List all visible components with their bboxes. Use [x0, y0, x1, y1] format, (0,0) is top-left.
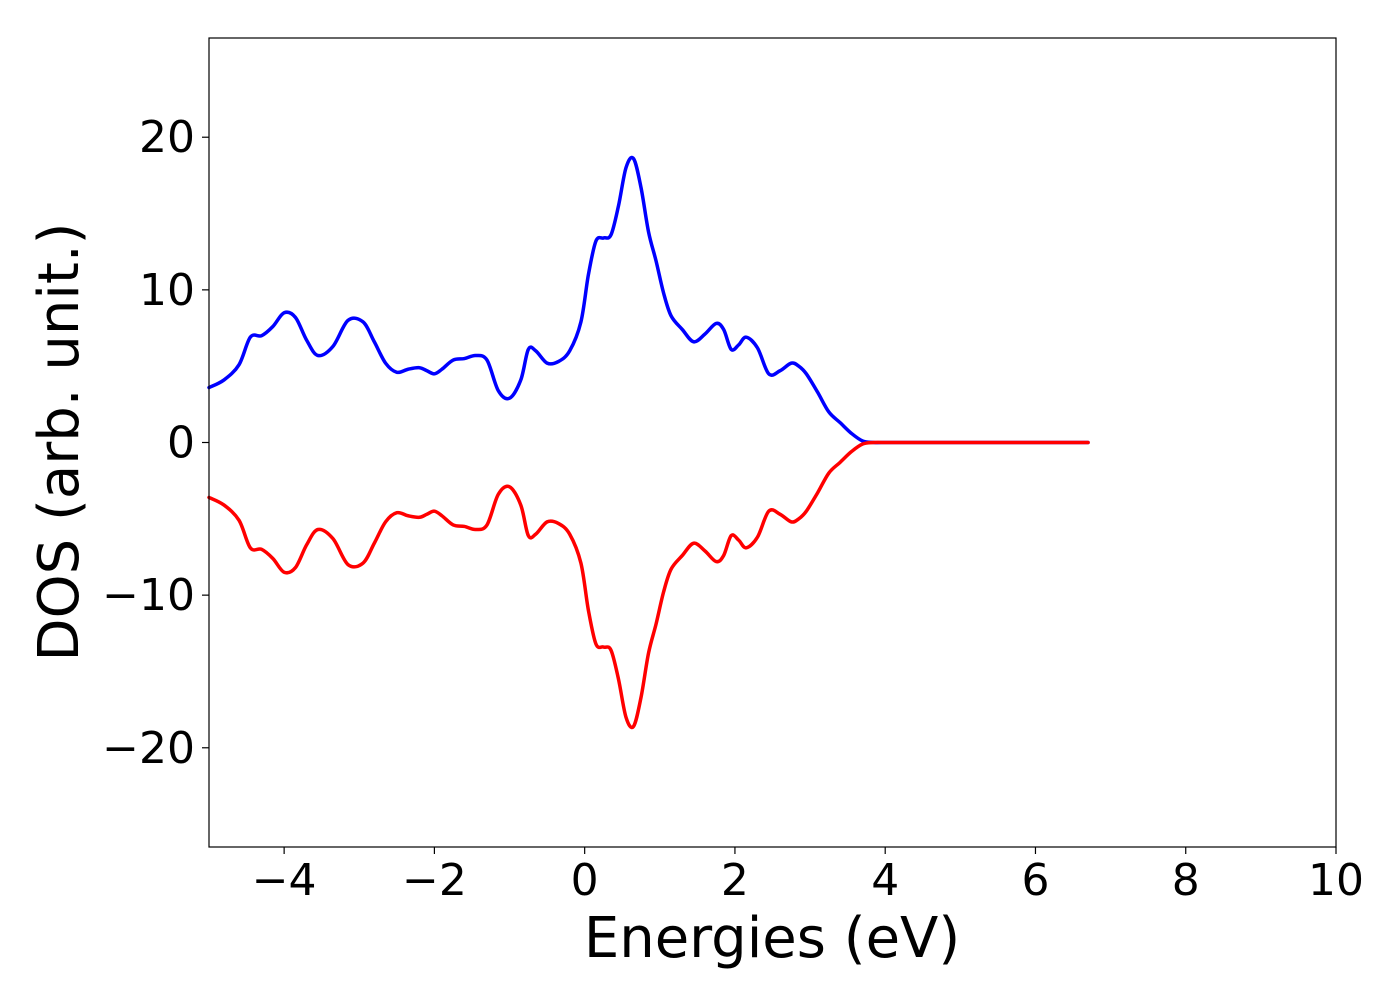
x-axis: −4 −2 0 2 4 6 8 10 — [252, 847, 1364, 906]
x-tick-label: 0 — [571, 855, 599, 906]
x-tick-label: 10 — [1308, 855, 1364, 906]
series-layer — [207, 155, 1090, 730]
y-tick-label: −10 — [102, 570, 195, 621]
y-tick-label: 20 — [139, 112, 195, 163]
x-tick-label: 8 — [1172, 855, 1200, 906]
y-tick-label: 0 — [167, 418, 195, 469]
x-tick-label: 6 — [1021, 855, 1049, 906]
y-tick-label: 10 — [139, 265, 195, 316]
x-tick-label: 2 — [721, 855, 749, 906]
x-tick-label: −4 — [252, 855, 317, 906]
series-line-spin-up — [207, 155, 1090, 445]
series-line-spin-down — [207, 440, 1090, 730]
x-tick-label: −2 — [402, 855, 467, 906]
y-axis: −20 −10 0 10 20 — [102, 112, 209, 774]
y-tick-label: −20 — [102, 723, 195, 774]
x-tick-label: 4 — [871, 855, 899, 906]
x-axis-label: Energies (eV) — [584, 906, 960, 971]
y-axis-label: DOS (arb. unit.) — [27, 222, 92, 661]
